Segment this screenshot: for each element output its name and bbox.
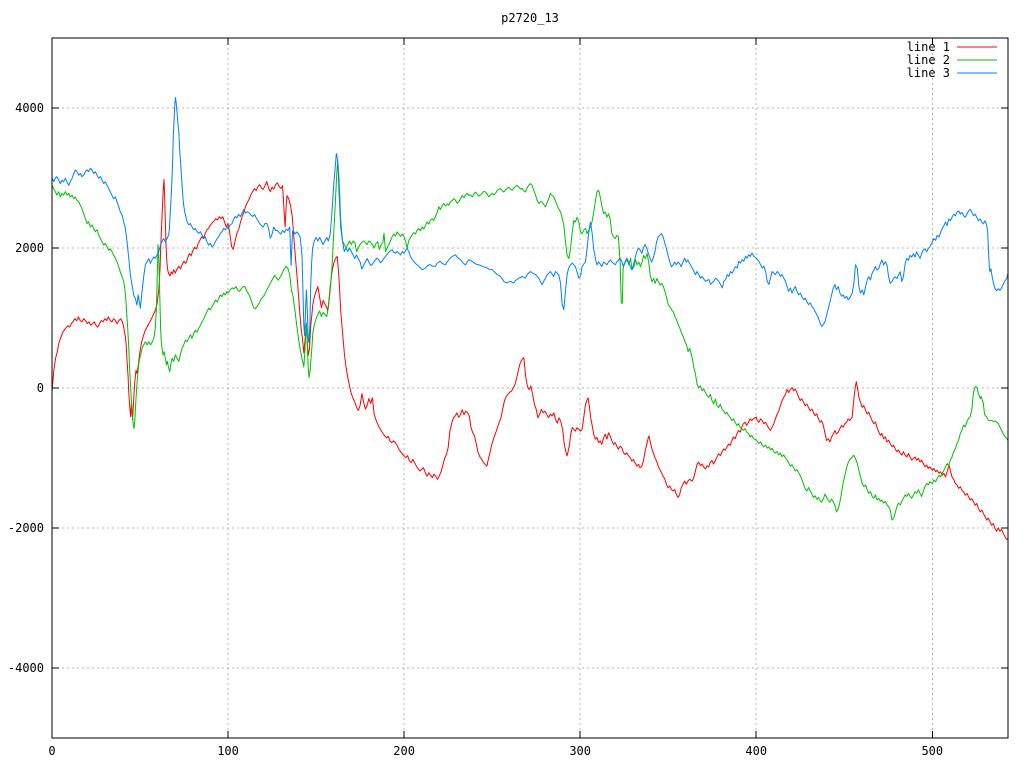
y-tick-label: 0 [37,381,44,395]
legend-label-line-2: line 2 [907,53,950,67]
x-tick-label: 0 [48,744,55,758]
x-tick-label: 400 [745,744,767,758]
y-tick-label: 2000 [15,241,44,255]
plot-border [51,37,1009,739]
y-tick-label: -4000 [8,661,44,675]
data-series [51,97,1009,540]
legend-label-line-1: line 1 [907,40,950,54]
legend-item: line 2 [907,53,997,67]
y-tick-label: -2000 [8,521,44,535]
axis-ticks [51,38,1008,738]
chart-title: p2720_13 [501,11,559,25]
legend-item: line 1 [907,40,997,54]
x-tick-label: 300 [569,744,591,758]
x-tick-label: 100 [217,744,239,758]
legend-label-line-3: line 3 [907,66,950,80]
x-tick-label: 500 [921,744,943,758]
legend: line 1 line 2 line 3 [907,40,997,80]
y-tick-label: 4000 [15,101,44,115]
legend-item: line 3 [907,66,997,80]
grid [52,38,1008,738]
x-tick-label: 200 [393,744,415,758]
axis-tick-labels: -4000 -2000 0 2000 4000 0 100 200 300 400 500 [8,101,943,758]
series-line-2 [51,160,1009,521]
series-line-1 [51,178,1009,540]
series-line-3 [51,97,1009,343]
